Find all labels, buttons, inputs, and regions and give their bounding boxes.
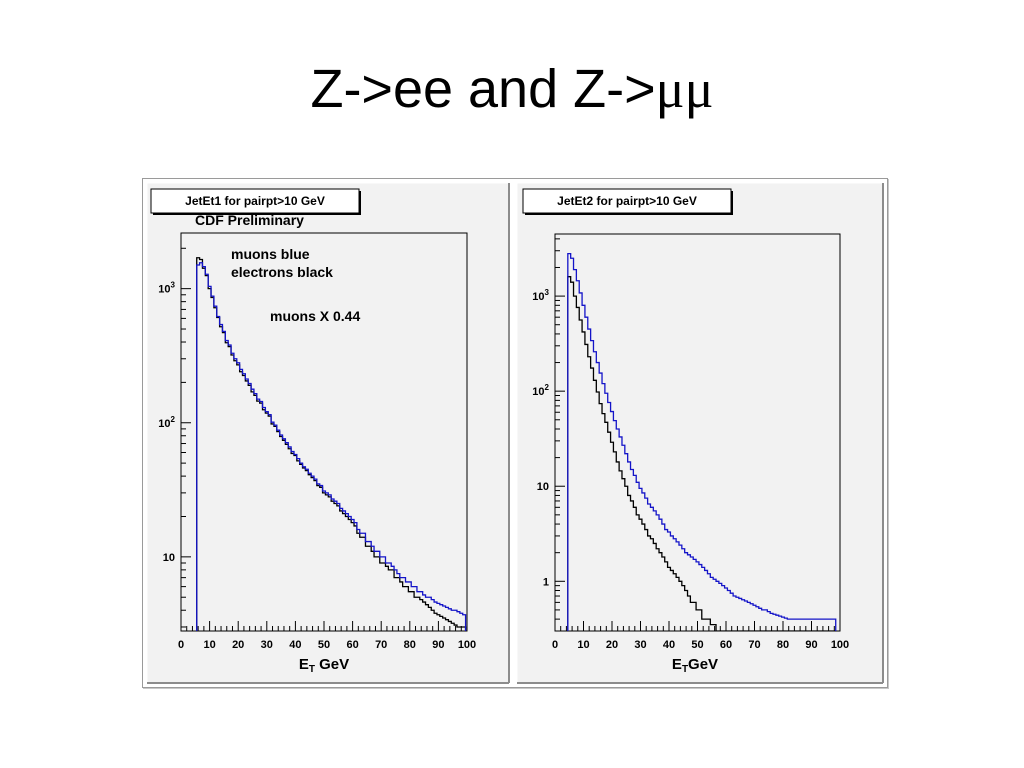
chart2-y-tick-label: 102	[532, 383, 549, 398]
chart1-x-tick-label: 10	[203, 639, 215, 651]
slide-title-text: Z->ee and Z->	[310, 59, 656, 119]
chart1-annotation: muons blue	[231, 246, 310, 262]
chart2-x-axis-label: ETGeV	[672, 656, 718, 675]
chart2-x-tick-label: 70	[748, 639, 760, 651]
chart1-x-tick-label: 30	[261, 639, 273, 651]
slide-title-greek: μμ	[655, 59, 714, 119]
chart1-annotation: muons X 0.44	[270, 308, 360, 324]
chart2-y-tick-exponent: 3	[545, 288, 550, 297]
chart2-x-tick-label: 30	[634, 639, 646, 651]
chart2-x-tick-label: 90	[805, 639, 817, 651]
chart1-y-tick-base: 10	[163, 552, 175, 564]
chart2-y-tick-base: 1	[543, 576, 549, 588]
chart2-y-tick-label: 10	[537, 481, 549, 493]
chart1-plot-frame	[180, 232, 468, 632]
chart1-subtitle: CDF Preliminary	[195, 212, 304, 228]
chart1-title-box	[150, 188, 360, 214]
chart2-x-tick-label: 50	[691, 639, 703, 651]
chart1-y-tick-base: 10	[158, 418, 170, 430]
chart1-x-axis-label-main: E	[299, 656, 309, 673]
figure-panel: 0 10 20 30 40 50 60 70 80 90 100 10 102 103 JetEt1 for…	[142, 178, 888, 688]
chart2-y-tick-base: 10	[532, 291, 544, 303]
chart1-x-tick-label: 100	[458, 639, 476, 651]
chart1-title: JetEt1 for pairpt>10 GeV	[185, 194, 325, 208]
chart1-y-tick-base: 10	[158, 284, 170, 296]
chart1-x-tick-label: 50	[318, 639, 330, 651]
chart2-y-tick-label: 103	[532, 288, 549, 303]
chart1-x-tick-label: 40	[289, 639, 301, 651]
chart2-title-box	[522, 188, 732, 214]
chart1-x-axis-label-unit: GeV	[315, 656, 349, 673]
chart1-x-tick-label: 70	[375, 639, 387, 651]
chart1-x-tick-label: 0	[178, 639, 184, 651]
chart2-x-tick-label: 10	[577, 639, 589, 651]
chart1-x-tick-label: 80	[404, 639, 416, 651]
chart2-x-tick-label: 40	[663, 639, 675, 651]
chart2-series-electrons	[567, 276, 836, 631]
chart2-y-tick-base: 10	[537, 481, 549, 493]
chart2-x-tick-label: 100	[831, 639, 849, 651]
chart1-series-muons	[196, 262, 467, 631]
chart2-x-tick-label: 80	[777, 639, 789, 651]
chart2-x-tick-label: 60	[720, 639, 732, 651]
chart1-x-tick-label: 90	[432, 639, 444, 651]
chart2-x-tick-label: 0	[552, 639, 558, 651]
chart1-x-axis-label: ET GeV	[299, 656, 349, 675]
chart2-x-axis-label-main: E	[672, 656, 682, 673]
chart2-y-tick-exponent: 2	[545, 383, 550, 392]
chart2-y-tick-label: 1	[543, 576, 549, 588]
chart1-series-electrons	[196, 257, 467, 631]
chart1-y-tick-exponent: 3	[171, 281, 176, 290]
chart2-plot-frame	[554, 233, 841, 632]
chart2-x-axis-label-sub: T	[682, 664, 688, 675]
chart2-x-tick-label: 20	[606, 639, 618, 651]
chart1-x-axis-label-sub: T	[309, 664, 315, 675]
chart1-y-tick-label: 102	[158, 415, 175, 430]
chart2-y-tick-base: 10	[532, 386, 544, 398]
slide-title: Z->ee and Z->μμ	[0, 62, 1024, 116]
chart1-y-tick-exponent: 2	[171, 415, 176, 424]
chart1-x-tick-label: 20	[232, 639, 244, 651]
chart1-x-tick-label: 60	[346, 639, 358, 651]
chart1-annotation: electrons black	[231, 264, 333, 280]
chart2-x-axis-label-unit: GeV	[688, 656, 718, 673]
chart2-series-muons	[567, 252, 837, 631]
chart2-title: JetEt2 for pairpt>10 GeV	[557, 194, 697, 208]
chart1-y-tick-label: 10	[163, 552, 175, 564]
chart1-y-tick-label: 103	[158, 281, 175, 296]
